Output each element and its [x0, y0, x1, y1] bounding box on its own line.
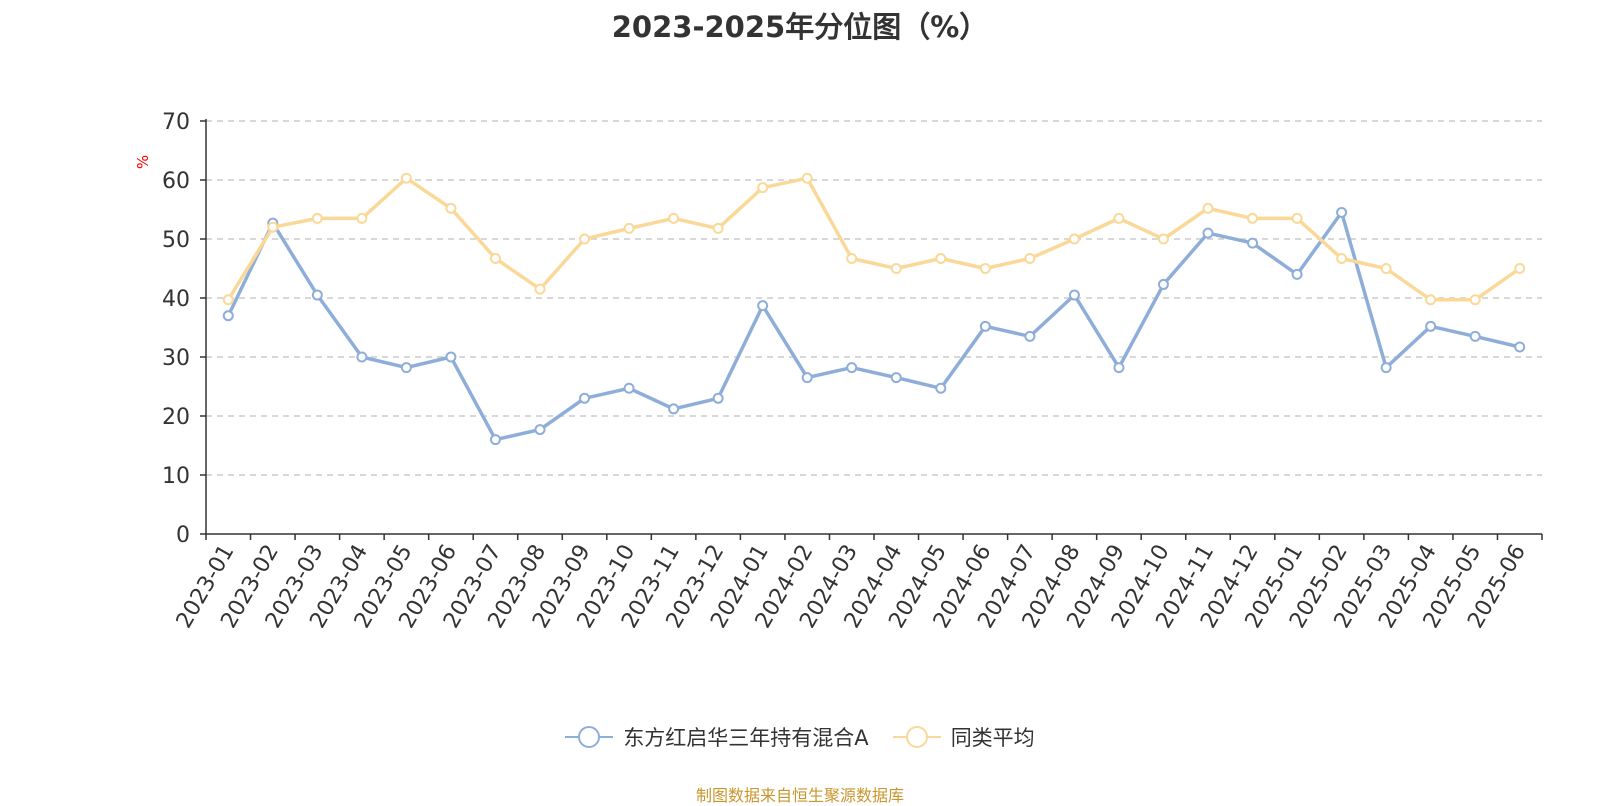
data-point[interactable] [1202, 202, 1214, 214]
data-point[interactable] [222, 310, 234, 322]
data-point[interactable] [712, 222, 724, 234]
data-point[interactable] [1024, 330, 1036, 342]
data-point[interactable] [311, 212, 323, 224]
data-point[interactable] [1202, 227, 1214, 239]
data-point[interactable] [267, 221, 279, 233]
data-point[interactable] [712, 392, 724, 404]
data-point[interactable] [1068, 233, 1080, 245]
data-point[interactable] [668, 212, 680, 224]
y-tick-label: 0 [176, 523, 190, 548]
data-point[interactable] [579, 233, 591, 245]
data-point[interactable] [1157, 278, 1169, 290]
data-point[interactable] [579, 392, 591, 404]
data-point[interactable] [890, 372, 902, 384]
y-tick-label: 50 [162, 228, 190, 253]
legend-swatch-series-1 [565, 726, 614, 748]
legend: 东方红启华三年持有混合A 同类平均 [0, 722, 1600, 752]
data-point[interactable] [489, 434, 501, 446]
data-point[interactable] [979, 263, 991, 274]
y-tick-label: 10 [162, 464, 190, 489]
data-point[interactable] [1291, 268, 1303, 280]
data-point[interactable] [846, 252, 858, 264]
data-point[interactable] [1247, 237, 1259, 249]
data-point[interactable] [1068, 289, 1080, 301]
y-tick-label: 60 [162, 169, 190, 194]
series-1 [222, 206, 1526, 446]
y-tick-label: 70 [162, 110, 190, 135]
series-line [226, 210, 1521, 442]
data-point[interactable] [1157, 233, 1169, 245]
data-point[interactable] [1425, 294, 1437, 306]
x-tick-labels: 2023-012023-022023-032023-042023-052023-… [172, 540, 1531, 632]
data-point[interactable] [1469, 294, 1481, 306]
data-point[interactable] [801, 172, 813, 184]
data-point[interactable] [356, 212, 368, 224]
y-tick-label: 30 [162, 346, 190, 371]
data-point[interactable] [400, 172, 412, 184]
data-point[interactable] [311, 289, 323, 301]
legend-label-series-1: 东方红启华三年持有混合A [623, 726, 869, 750]
data-point[interactable] [890, 263, 902, 274]
data-point[interactable] [1514, 263, 1526, 274]
data-point[interactable] [935, 382, 947, 394]
data-point[interactable] [668, 403, 680, 415]
data-point[interactable] [356, 351, 368, 363]
data-point[interactable] [1336, 252, 1348, 264]
legend-item-series-2[interactable]: 同类平均 [892, 722, 1035, 752]
data-point[interactable] [623, 382, 635, 394]
data-point[interactable] [534, 283, 546, 295]
series-line [226, 176, 1521, 302]
legend-swatch-series-2 [892, 726, 941, 748]
data-point[interactable] [935, 252, 947, 264]
data-point[interactable] [623, 222, 635, 234]
legend-label-series-2: 同类平均 [950, 726, 1035, 750]
data-point[interactable] [445, 202, 457, 214]
data-point[interactable] [1469, 330, 1481, 342]
data-point[interactable] [1113, 212, 1125, 224]
data-point[interactable] [1024, 252, 1036, 264]
series [222, 172, 1526, 446]
y-tick-labels: 0 10 20 30 40 50 60 70 [162, 110, 190, 548]
data-point[interactable] [534, 424, 546, 436]
chart-title: 2023-2025年分位图（%） [611, 10, 989, 44]
data-point[interactable] [1380, 263, 1392, 274]
data-point[interactable] [1380, 362, 1392, 374]
data-point[interactable] [1336, 206, 1348, 218]
data-point[interactable] [1247, 212, 1259, 224]
data-point[interactable] [1514, 341, 1526, 353]
legend-item-series-1[interactable]: 东方红启华三年持有混合A [565, 722, 869, 752]
data-point[interactable] [846, 362, 858, 374]
y-axis-label: % [134, 155, 152, 169]
axes [200, 119, 1543, 540]
data-point[interactable] [1113, 362, 1125, 374]
data-point[interactable] [489, 252, 501, 264]
data-point[interactable] [757, 182, 769, 194]
data-point[interactable] [757, 300, 769, 312]
data-point[interactable] [801, 372, 813, 384]
data-point[interactable] [1291, 212, 1303, 224]
data-point[interactable] [400, 362, 412, 374]
data-point[interactable] [222, 294, 234, 306]
data-point[interactable] [1425, 320, 1437, 332]
series-2 [222, 172, 1526, 306]
data-point[interactable] [445, 351, 457, 363]
data-point[interactable] [979, 320, 991, 332]
y-tick-label: 20 [162, 405, 190, 430]
source-note: 制图数据来自恒生聚源数据库 [695, 786, 904, 805]
y-tick-label: 40 [162, 287, 190, 312]
